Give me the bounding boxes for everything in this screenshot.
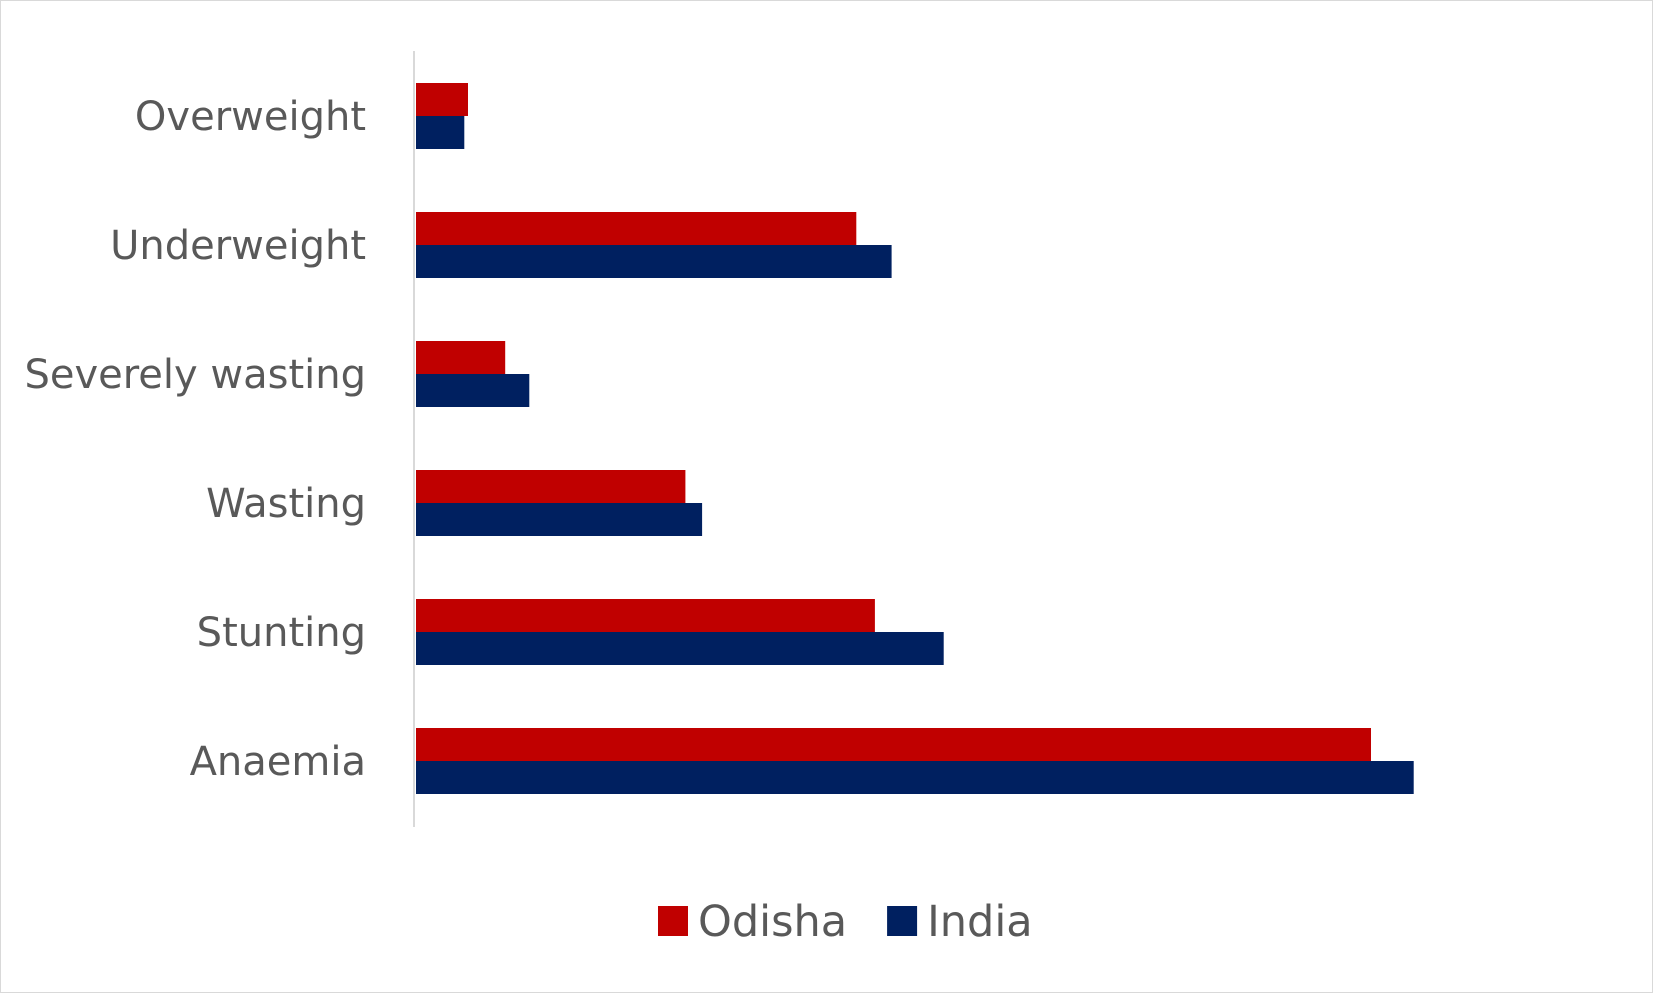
bar-odisha-severely-wasting bbox=[416, 341, 506, 374]
bar-odisha-stunting bbox=[416, 599, 875, 632]
category-label-wasting: Wasting bbox=[206, 481, 366, 527]
bars-layer bbox=[416, 83, 1414, 794]
legend-swatch-india bbox=[887, 906, 918, 936]
bar-odisha-wasting bbox=[416, 470, 686, 503]
bar-india-stunting bbox=[416, 632, 944, 665]
bar-odisha-underweight bbox=[416, 212, 857, 245]
bar-india-overweight bbox=[416, 116, 465, 149]
bar-india-underweight bbox=[416, 245, 892, 278]
category-label-overweight: Overweight bbox=[135, 94, 366, 140]
category-label-underweight: Underweight bbox=[110, 223, 366, 269]
legend-label-india: India bbox=[927, 897, 1033, 947]
bar-odisha-anaemia bbox=[416, 728, 1371, 761]
category-label-anaemia: Anaemia bbox=[190, 739, 366, 785]
category-label-stunting: Stunting bbox=[197, 610, 366, 656]
bar-india-wasting bbox=[416, 503, 703, 536]
bar-india-anaemia bbox=[416, 761, 1414, 794]
category-label-severely-wasting: Severely wasting bbox=[24, 352, 366, 398]
legend-label-odisha: Odisha bbox=[698, 897, 847, 947]
legend: Odisha India bbox=[658, 897, 1033, 947]
legend-swatch-odisha bbox=[658, 906, 688, 936]
category-labels: Overweight Underweight Severely wasting Was… bbox=[24, 94, 366, 785]
bar-odisha-overweight bbox=[416, 83, 468, 116]
bar-india-severely-wasting bbox=[416, 374, 530, 407]
